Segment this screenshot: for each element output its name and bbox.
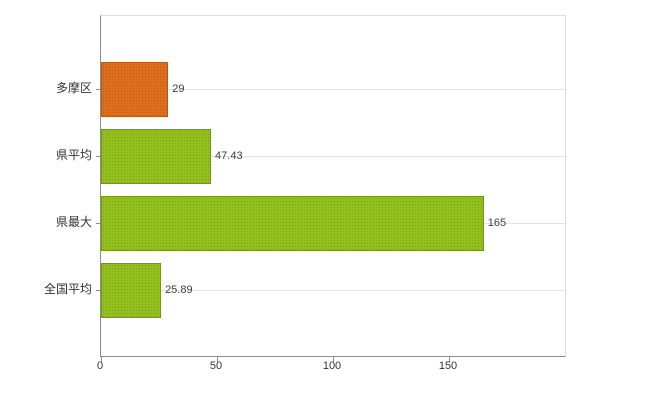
x-axis-tick-label: 150	[438, 360, 458, 372]
x-axis-tick	[449, 357, 450, 362]
y-axis-tick	[96, 156, 101, 157]
x-axis-tick-label: 0	[96, 360, 104, 372]
category-label: 県最大	[55, 215, 92, 229]
bar-value-label: 25.89	[165, 284, 193, 296]
bar[interactable]	[101, 195, 484, 251]
x-axis-tick	[333, 357, 334, 362]
category-label: 県平均	[55, 148, 92, 162]
y-axis-tick	[96, 89, 101, 90]
category-gridline	[101, 89, 565, 90]
category-label: 多摩区	[55, 81, 92, 95]
category-label: 全国平均	[43, 282, 92, 296]
y-axis-tick	[96, 223, 101, 224]
x-axis-tick-label: 50	[209, 360, 223, 372]
category-gridline	[101, 156, 565, 157]
x-axis-tick	[217, 357, 218, 362]
bar-value-label: 47.43	[215, 150, 243, 162]
bar[interactable]	[101, 61, 169, 117]
x-axis-tick	[101, 357, 102, 362]
bar[interactable]	[101, 128, 212, 184]
bar-value-label: 29	[172, 83, 185, 95]
y-axis-tick	[96, 290, 101, 291]
x-axis-tick-label: 100	[322, 360, 342, 372]
plot-area: 29 47.43 165 25.89	[96, 15, 566, 362]
category-gridline	[101, 290, 565, 291]
bar[interactable]	[101, 262, 162, 318]
bar-value-label: 165	[487, 217, 507, 229]
